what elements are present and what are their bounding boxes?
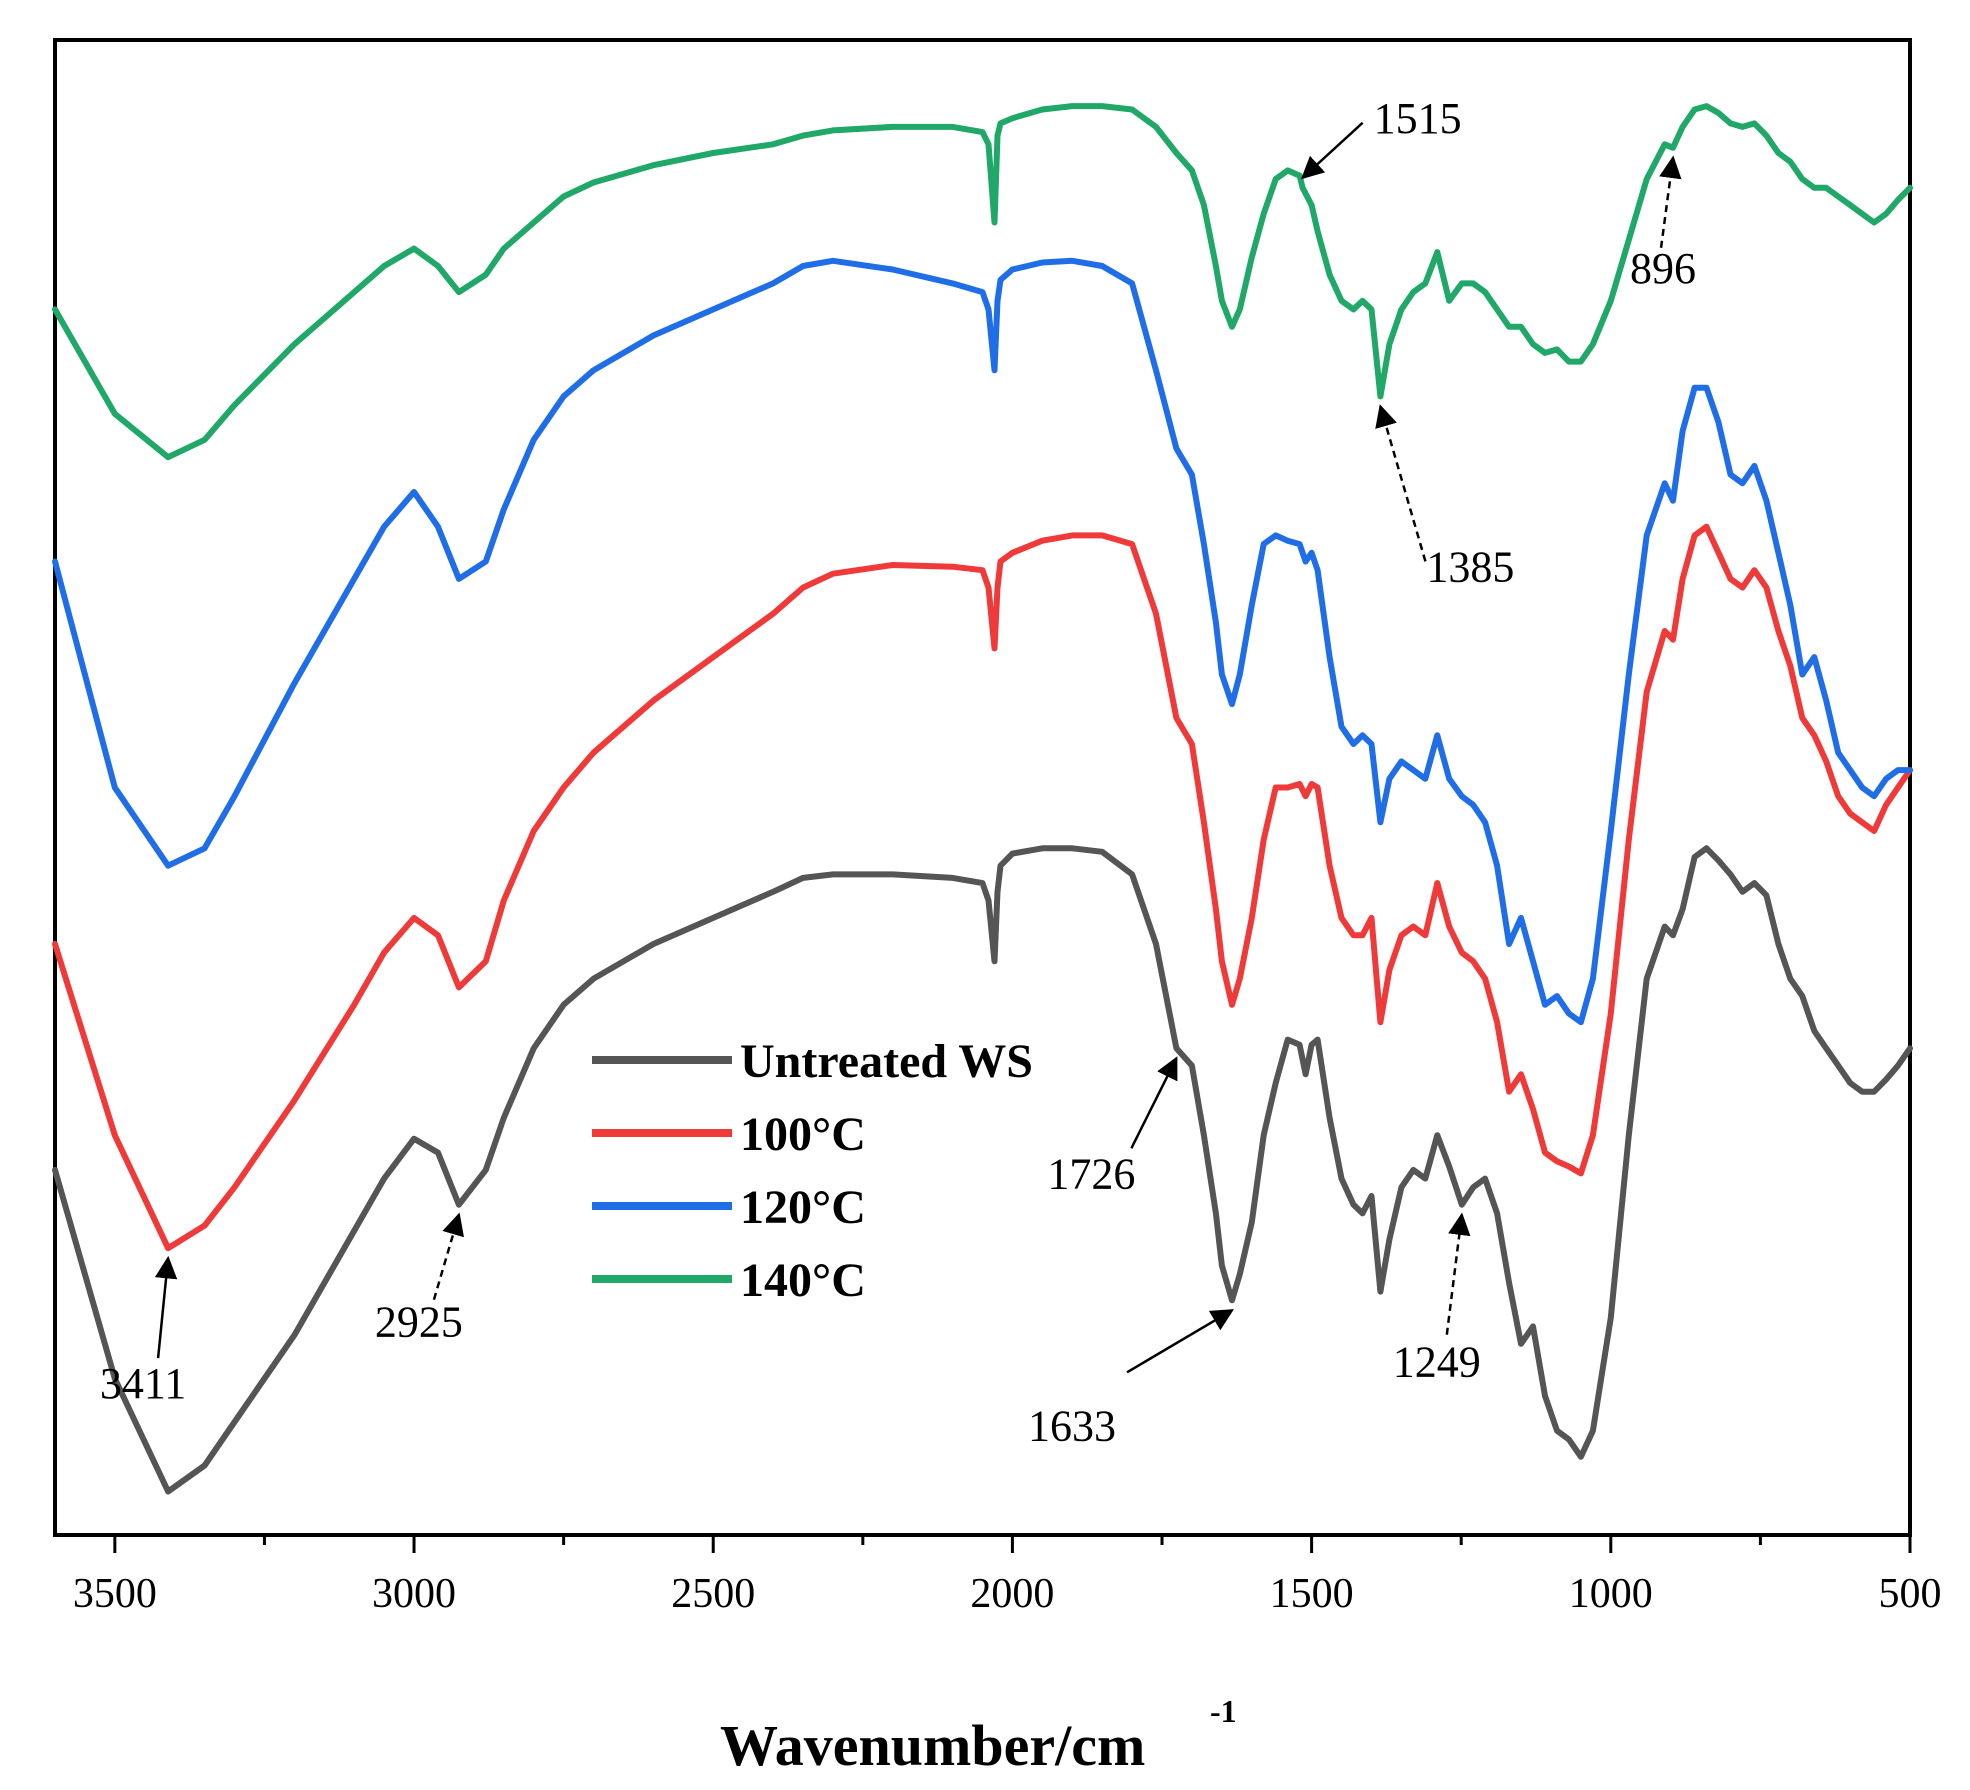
- legend-entry-100c: 100°C: [592, 1108, 866, 1161]
- annotation-label-1249: 1249: [1393, 1338, 1481, 1387]
- annotation-arrow-896: [1659, 155, 1682, 248]
- x-axis: 3500 3000 2500 2000 1500 1000 500: [73, 1535, 1942, 1617]
- annotation-label-1726: 1726: [1047, 1149, 1135, 1198]
- annotation-arrow-1633: [1126, 1309, 1234, 1374]
- annotation-label-1385: 1385: [1426, 542, 1514, 591]
- x-tick-label-3000: 3000: [372, 1571, 456, 1617]
- annotation-layer: 3411 2925 1726 1633 1249 1385 1515 896: [100, 94, 1696, 1451]
- annotation-arrow-1249: [1445, 1212, 1471, 1335]
- series-layer: [52, 103, 1913, 1495]
- legend-entry-120c: 120°C: [592, 1181, 866, 1234]
- x-tick-label-1000: 1000: [1569, 1571, 1653, 1617]
- plot-frame: [53, 38, 1912, 1537]
- legend: Untreated WS 100°C 120°C 140°C: [592, 1035, 1033, 1307]
- annotation-label-896: 896: [1630, 244, 1696, 293]
- series-line-untreated-ws: [52, 845, 1913, 1495]
- annotation-arrow-2925: [432, 1212, 464, 1301]
- annotation-label-1633: 1633: [1028, 1401, 1116, 1450]
- annotation-arrow-1726: [1130, 1056, 1178, 1149]
- x-axis-title-text: Wavenumber/cm: [720, 1713, 1145, 1778]
- legend-label-120c: 120°C: [740, 1181, 866, 1234]
- x-tick-label-500: 500: [1879, 1571, 1942, 1617]
- x-axis-title-superscript: -1: [1210, 1693, 1237, 1729]
- annotation-label-2925: 2925: [375, 1298, 463, 1347]
- x-tick-label-2000: 2000: [970, 1571, 1054, 1617]
- x-tick-label-1500: 1500: [1270, 1571, 1354, 1617]
- annotation-label-3411: 3411: [100, 1359, 186, 1408]
- annotation-label-1515: 1515: [1374, 94, 1462, 143]
- legend-label-100c: 100°C: [740, 1108, 866, 1161]
- annotation-arrow-1385: [1375, 404, 1427, 562]
- legend-label-140c: 140°C: [740, 1254, 866, 1307]
- x-tick-label-2500: 2500: [671, 1571, 755, 1617]
- series-line-100-c: [52, 523, 1913, 1252]
- annotation-arrow-1515: [1300, 121, 1364, 180]
- series-line-140-c: [52, 103, 1913, 461]
- x-tick-label-3500: 3500: [73, 1571, 157, 1617]
- legend-entry-140c: 140°C: [592, 1254, 866, 1307]
- series-line-120-c: [52, 257, 1913, 1026]
- legend-label-untreated: Untreated WS: [740, 1035, 1033, 1088]
- annotation-arrow-3411: [154, 1255, 178, 1359]
- x-axis-title: Wavenumber/cm -1: [720, 1693, 1237, 1778]
- legend-entry-untreated: Untreated WS: [592, 1035, 1033, 1088]
